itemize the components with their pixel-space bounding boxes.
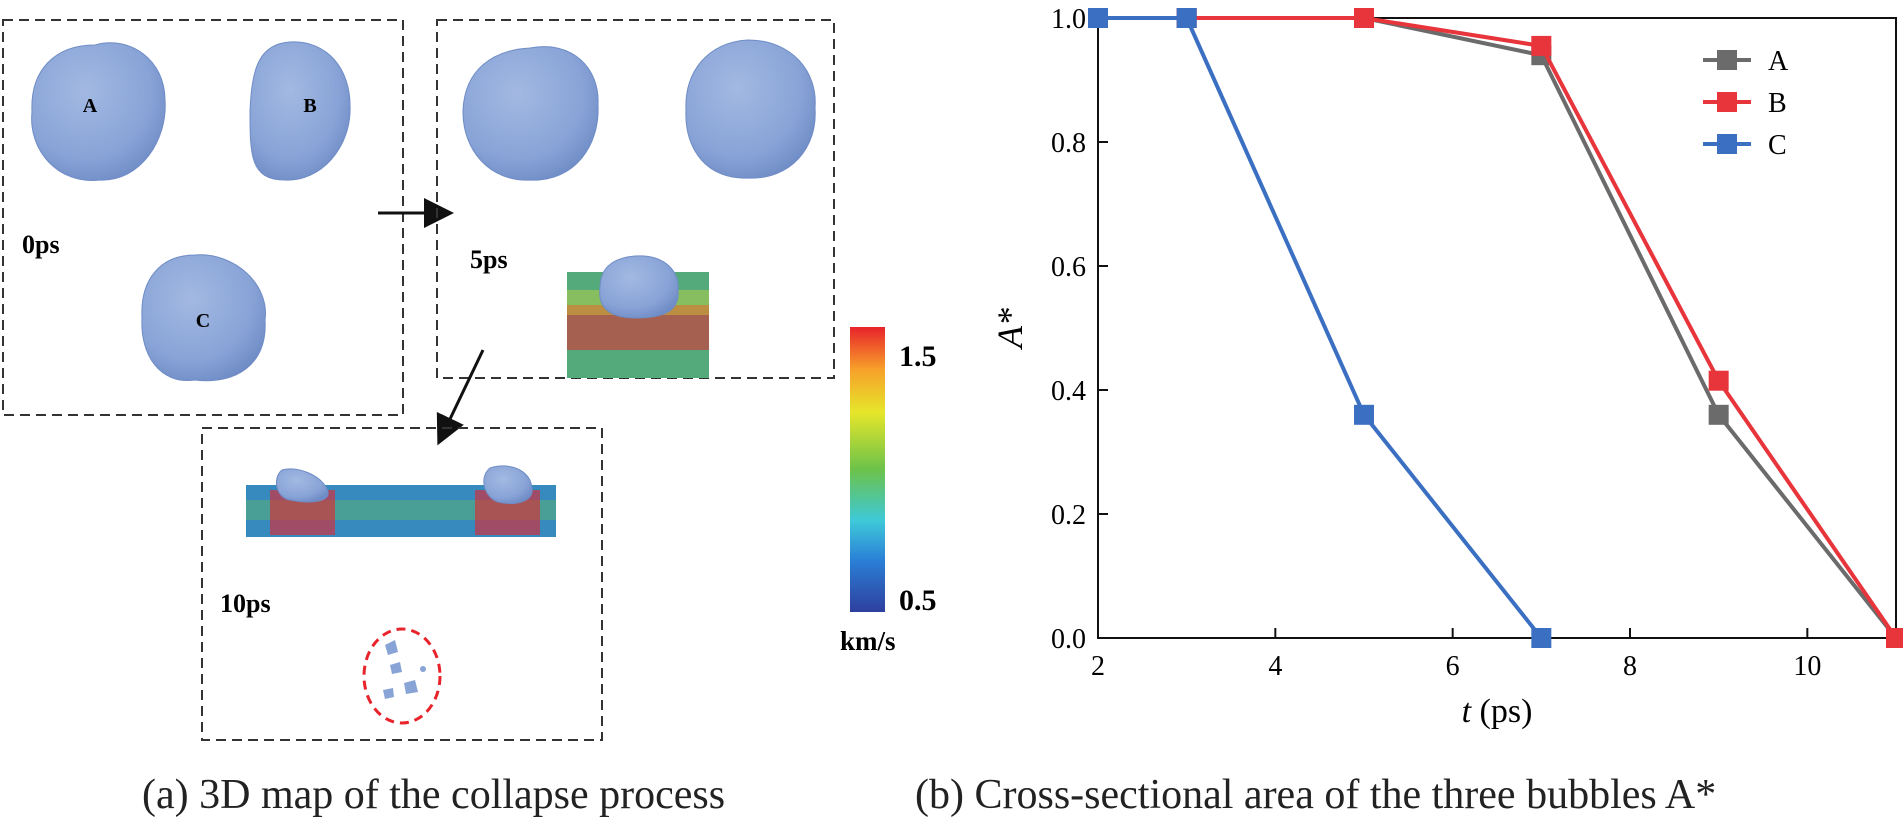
x-tick-label: 8 [1623, 651, 1637, 682]
x-tick-label: 4 [1268, 651, 1282, 682]
colorbar-max-label: 1.5 [899, 340, 937, 373]
x-tick-label: 2 [1091, 651, 1105, 682]
x-tick-label: 10 [1793, 651, 1821, 682]
legend-item-b: B [1703, 88, 1787, 119]
bubble-fragments [383, 640, 426, 699]
y-axis-label: A* [990, 308, 1030, 350]
data-point [1354, 404, 1374, 425]
y-tick-label: 0.0 [1051, 624, 1086, 655]
legend-marker [1717, 50, 1737, 70]
x-axis-label-unit: (ps) [1471, 693, 1532, 730]
legend-label: A [1768, 46, 1789, 77]
legend-item-c: C [1703, 130, 1787, 161]
residual-bubble-left [275, 468, 329, 503]
bubble-c-5ps [599, 255, 679, 319]
data-point [1886, 628, 1903, 648]
y-tick-label: 1.0 [1051, 4, 1086, 35]
caption-b: (b) Cross-sectional area of the three bu… [915, 772, 1717, 818]
bubble-label-a: A [83, 95, 98, 117]
arrow-5-to-10 [436, 349, 485, 446]
x-tick-label: 6 [1446, 651, 1460, 682]
fragment-highlight [362, 627, 442, 725]
series-line-c [1098, 16, 1543, 640]
data-point [1708, 370, 1729, 391]
data-point [1531, 35, 1552, 56]
bubble-a-5ps [462, 46, 599, 181]
legend-marker [1717, 92, 1737, 112]
colorbar-unit-label: km/s [840, 626, 896, 656]
x-axis-label-var: t [1462, 693, 1473, 730]
frame-10ps [201, 427, 603, 741]
legend-item-a: A [1703, 46, 1789, 77]
bubble-label-b: B [303, 95, 316, 117]
frame-0ps [2, 19, 404, 416]
time-label-5ps: 5ps [470, 245, 508, 274]
x-axis-label: t (ps) [1462, 693, 1533, 730]
plot-frame [1097, 17, 1897, 639]
y-tick-label: 0.8 [1051, 128, 1086, 159]
data-point [1354, 8, 1374, 28]
bubble-b [249, 41, 351, 181]
y-tick-label: 0.2 [1051, 500, 1086, 531]
y-tick-label: 0.4 [1051, 376, 1086, 407]
bubble-c [141, 254, 266, 382]
data-point [1176, 8, 1197, 28]
bubble-label-c: C [196, 310, 210, 332]
caption-a: (a) 3D map of the collapse process [142, 772, 726, 818]
legend-label: C [1768, 130, 1787, 161]
bubble-b-5ps [685, 39, 816, 179]
colorbar-min-label: 0.5 [899, 584, 937, 617]
chart-cross-section: 2 4 6 8 10 0.0 0.2 0.4 0.6 0.8 1.0 ABC t (ps) A* [990, 4, 1903, 730]
panel-a: A B C 0ps 5ps 10ps [2, 19, 937, 741]
series-c [1088, 8, 1552, 648]
legend-label: B [1768, 88, 1787, 119]
colorbar [850, 327, 885, 612]
data-point [1088, 8, 1108, 28]
data-point [1531, 628, 1552, 648]
legend-marker [1717, 134, 1737, 154]
bubble-a [31, 42, 166, 181]
y-tick-label: 0.6 [1051, 252, 1086, 283]
data-point [1708, 404, 1729, 425]
time-label-10ps: 10ps [220, 589, 271, 618]
residual-bubble-right [483, 465, 533, 504]
time-label-0ps: 0ps [22, 230, 60, 259]
